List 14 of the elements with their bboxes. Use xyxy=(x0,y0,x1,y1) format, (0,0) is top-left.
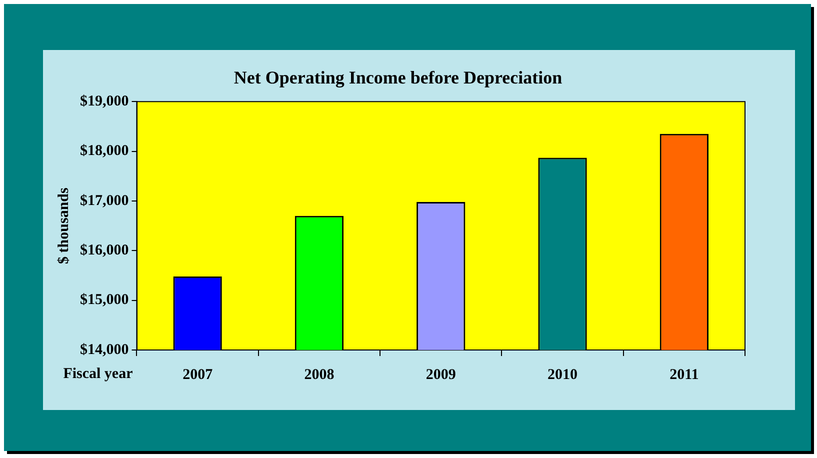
chart-title: Net Operating Income before Depreciation xyxy=(234,67,562,88)
x-tick-label: 2010 xyxy=(548,366,578,383)
y-tick-label: $16,000 xyxy=(80,242,129,259)
x-axis-title: Fiscal year xyxy=(63,366,134,382)
y-tick-label: $17,000 xyxy=(80,192,129,209)
y-tick-label: $18,000 xyxy=(80,143,129,160)
x-tick-label: 2009 xyxy=(426,366,456,383)
y-tick-label: $14,000 xyxy=(80,342,129,358)
y-tick-label: $19,000 xyxy=(80,93,129,110)
x-tick-label: 2011 xyxy=(670,366,699,383)
y-tick-label: $15,000 xyxy=(80,292,129,308)
x-tick-label: 2007 xyxy=(182,366,214,383)
x-tick-label: 2008 xyxy=(304,366,334,383)
y-axis-title: $ thousands xyxy=(56,187,72,264)
